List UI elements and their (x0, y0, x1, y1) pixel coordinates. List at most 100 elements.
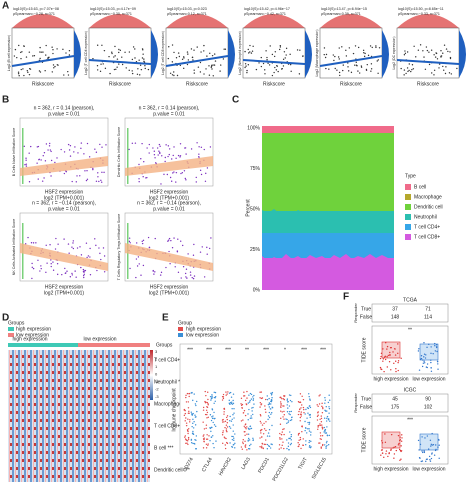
point-decoration (260, 447, 263, 449)
label: *** (206, 347, 212, 353)
point-decoration (310, 434, 312, 436)
label: *** (407, 417, 413, 423)
point-decoration (50, 150, 52, 153)
point-decoration (281, 411, 283, 413)
point-decoration (317, 405, 319, 408)
point-decoration (259, 391, 261, 393)
point-decoration (46, 262, 48, 264)
point-decoration (246, 433, 248, 435)
point-decoration (423, 450, 425, 452)
point-decoration (286, 422, 288, 425)
legend-swatch (405, 204, 411, 210)
point-decoration (289, 63, 292, 66)
point-decoration (54, 65, 56, 68)
point-decoration (54, 161, 56, 164)
point-decoration (280, 68, 283, 70)
point-decoration (267, 432, 270, 434)
point-decoration (179, 143, 182, 145)
point-decoration (168, 250, 170, 253)
point-decoration (223, 48, 225, 50)
point-decoration (406, 51, 409, 53)
point-decoration (189, 419, 191, 421)
point-decoration (247, 413, 249, 415)
point-decoration (328, 394, 330, 396)
point-decoration (169, 176, 172, 179)
point-decoration (146, 147, 148, 149)
point-decoration (222, 393, 225, 396)
point-decoration (131, 70, 133, 72)
point-decoration (308, 395, 310, 398)
box (419, 343, 439, 361)
point-decoration (434, 350, 437, 352)
point-decoration (260, 415, 262, 417)
point-decoration (75, 276, 77, 278)
point-decoration (101, 171, 103, 174)
point-decoration (143, 61, 146, 63)
point-decoration (279, 438, 281, 440)
point-decoration (433, 74, 435, 76)
point-decoration (206, 406, 208, 408)
point-decoration (425, 460, 427, 463)
label: low expression (412, 466, 445, 472)
point-decoration (52, 261, 54, 263)
point-decoration (147, 68, 150, 71)
point-decoration (242, 441, 244, 443)
point-decoration (281, 444, 283, 447)
point-decoration (98, 247, 100, 249)
point-decoration (286, 411, 289, 413)
point-decoration (437, 368, 439, 370)
point-decoration (183, 56, 185, 58)
point-decoration (24, 164, 26, 166)
point-decoration (280, 417, 282, 420)
point-decoration (267, 415, 270, 417)
point-decoration (169, 72, 172, 74)
point-decoration (246, 397, 248, 399)
point-decoration (307, 407, 310, 410)
point-decoration (350, 71, 353, 74)
label: B cell (414, 184, 426, 190)
point-decoration (400, 458, 402, 460)
point-decoration (397, 360, 400, 362)
point-decoration (115, 68, 117, 71)
point-decoration (300, 447, 302, 450)
point-decoration (37, 178, 39, 180)
point-decoration (175, 181, 177, 183)
point-decoration (111, 51, 113, 53)
point-decoration (94, 148, 96, 150)
point-decoration (445, 48, 448, 50)
point-decoration (31, 262, 33, 265)
point-decoration (403, 54, 406, 56)
label: ρSpearman=−0.42, n=371 (244, 12, 286, 16)
point-decoration (52, 64, 55, 66)
point-decoration (290, 433, 293, 436)
plot-area (11, 27, 75, 79)
label: high expression (373, 376, 408, 382)
label: PDCD1LG2 (271, 456, 290, 482)
point-decoration (128, 69, 130, 72)
box (381, 341, 401, 359)
point-decoration (375, 46, 377, 49)
label: HSF2 expression (150, 284, 189, 290)
density (397, 14, 459, 28)
point-decoration (319, 418, 321, 420)
point-decoration (222, 58, 225, 60)
point-decoration (434, 342, 436, 345)
point-decoration (261, 445, 263, 447)
point-decoration (183, 170, 186, 172)
point-decoration (282, 405, 284, 407)
point-decoration (83, 273, 85, 275)
legend-swatch (405, 184, 411, 190)
label: log2 (TPM+0.001) (44, 290, 84, 296)
point-decoration (193, 442, 195, 445)
point-decoration (100, 179, 102, 182)
point-decoration (26, 70, 29, 72)
point-decoration (248, 401, 251, 403)
point-decoration (76, 247, 79, 249)
label: log10(S)=15.63, p=7.07e−08 (13, 7, 59, 11)
point-decoration (358, 72, 361, 74)
point-decoration (240, 403, 242, 405)
point-decoration (80, 142, 83, 144)
point-decoration (67, 74, 70, 76)
point-decoration (328, 434, 331, 437)
point-decoration (180, 277, 182, 279)
